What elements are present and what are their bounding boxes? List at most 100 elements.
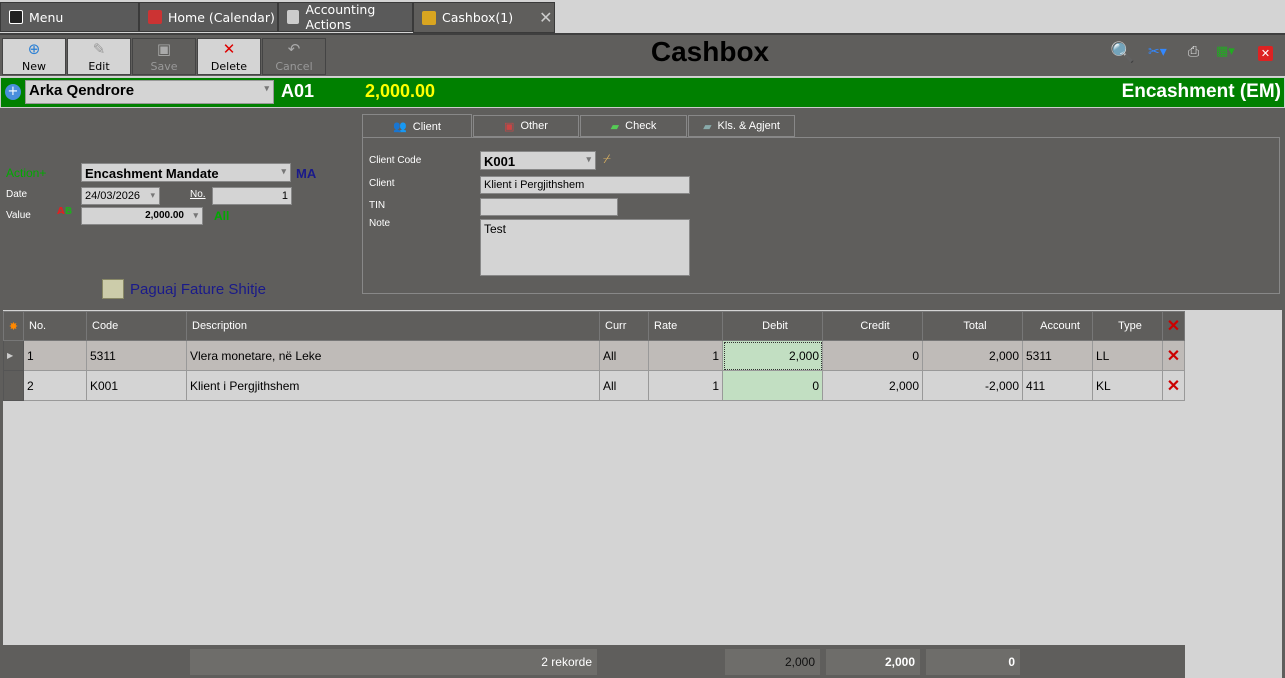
no-label: No. [190,189,206,200]
undo-icon: ↶ [287,40,301,58]
tab-check[interactable]: ▰ Check [580,115,687,137]
delete-row-icon[interactable]: ✕ [1162,340,1185,371]
ab-convert-icon[interactable]: AB [57,206,73,217]
col-account[interactable]: Account [1022,311,1093,341]
cell-total[interactable]: -2,000 [922,370,1023,401]
note-textarea[interactable]: Test [480,219,690,276]
action-label: Action+ [6,166,47,180]
client-code-label: Client Code [369,155,422,166]
delete-all-icon[interactable]: ✕ [1162,311,1185,341]
col-debit[interactable]: Debit [722,311,823,341]
cashbox-value: Arka Qendrore [29,82,135,99]
cell-curr[interactable]: All [599,340,649,371]
menu-icon [9,10,23,24]
cashbox-header: + Arka Qendrore A01 2,000.00 Encashment … [0,77,1285,108]
cell-code[interactable]: K001 [86,370,187,401]
grid-footer: 2 rekorde 2,000 2,000 0 [3,645,1185,678]
grid-header: ✸ No. Code Description Curr Rate Debit C… [3,311,1185,341]
client-label: Client [369,178,395,189]
close-tab-icon[interactable]: ✕ [539,8,553,27]
cell-no[interactable]: 2 [23,370,87,401]
tin-input[interactable] [480,198,618,216]
tab-cashbox[interactable]: Cashbox(1) ✕ [413,2,555,33]
tin-label: TIN [369,200,386,211]
cell-description[interactable]: Klient i Pergjithshem [186,370,600,401]
currency-label: All [214,209,230,223]
form-area [0,108,1285,310]
table-row[interactable]: ▶ 1 5311 Vlera monetare, në Leke All 1 2… [3,340,1185,371]
col-type[interactable]: Type [1092,311,1163,341]
accounting-icon [287,10,300,24]
tab-label: Check [625,120,657,132]
cell-credit[interactable]: 0 [822,340,923,371]
col-rate[interactable]: Rate [648,311,723,341]
date-picker[interactable]: 24/03/2026 [81,187,160,205]
cashbox-select[interactable]: Arka Qendrore [25,80,274,104]
cancel-button[interactable]: ↶ Cancel [262,38,326,75]
cell-debit[interactable]: 2,000 [722,340,823,371]
table-row[interactable]: 2 K001 Klient i Pergjithshem All 1 0 2,0… [3,370,1185,401]
col-description[interactable]: Description [186,311,600,341]
save-label: Save [150,60,178,73]
client-icon: 👥 [393,121,407,133]
add-cashbox-icon[interactable]: + [5,84,21,100]
action-select[interactable]: Encashment Mandate [81,163,291,182]
edit-label: Edit [88,60,110,73]
tab-label: Accounting Actions [305,2,376,32]
broom-clear-icon[interactable]: ⌿ [603,152,611,167]
excel-icon[interactable]: ▦▾ [1216,44,1235,59]
tab-client[interactable]: 👥 Client [362,114,472,138]
client-name-input[interactable]: Klient i Pergjithshem [480,176,690,194]
tab-label: Other [520,120,548,132]
cell-rate[interactable]: 1 [648,370,723,401]
value-input[interactable]: 2,000.00 [81,207,203,225]
search-icon[interactable]: 🔍 [1110,40,1135,64]
cell-code[interactable]: 5311 [86,340,187,371]
cell-curr[interactable]: All [599,370,649,401]
home-icon [148,10,162,24]
col-total[interactable]: Total [922,311,1023,341]
pay-invoice-link[interactable]: Paguaj Fature Shitje [130,281,266,298]
cell-total[interactable]: 2,000 [922,340,1023,371]
tab-accounting-actions[interactable]: Accounting Actions [278,2,413,32]
tab-label: Kls. & Agjent [717,120,780,132]
tab-kls-agjent[interactable]: ▰ Kls. & Agjent [688,115,795,137]
check-money-icon: ▰ [610,120,620,133]
col-credit[interactable]: Credit [822,311,923,341]
delete-button[interactable]: ✕ Delete [197,38,261,75]
tab-home[interactable]: Home (Calendar) [139,2,278,32]
cell-account[interactable]: 5311 [1022,340,1093,371]
cell-no[interactable]: 1 [23,340,87,371]
new-label: New [22,60,46,73]
cell-type[interactable]: LL [1092,340,1163,371]
no-input[interactable]: 1 [212,187,292,205]
delete-row-icon[interactable]: ✕ [1162,370,1185,401]
cell-account[interactable]: 411 [1022,370,1093,401]
client-code-select[interactable]: K001 [480,151,596,170]
footer-debit: 2,000 [725,649,820,675]
cell-type[interactable]: KL [1092,370,1163,401]
agent-icon: ▰ [703,120,712,133]
col-no[interactable]: No. [23,311,87,341]
page-title: Cashbox [650,36,770,67]
cell-credit[interactable]: 2,000 [822,370,923,401]
plus-circle-icon: ⊕ [27,40,41,58]
cell-description[interactable]: Vlera monetare, në Leke [186,340,600,371]
tab-menu[interactable]: Menu [0,2,139,32]
tools-icon[interactable]: ✂▾ [1148,44,1167,60]
col-code[interactable]: Code [86,311,187,341]
print-icon[interactable]: ⎙ [1188,44,1200,60]
save-button[interactable]: ▣ Save [132,38,196,75]
new-row-icon[interactable]: ✸ [3,311,24,341]
cell-rate[interactable]: 1 [648,340,723,371]
tab-label: Menu [29,9,64,25]
col-curr[interactable]: Curr [599,311,649,341]
tab-label: Cashbox(1) [442,10,514,25]
new-button[interactable]: ⊕ New [2,38,66,75]
cell-debit[interactable]: 0 [722,370,823,401]
edit-button[interactable]: ✎ Edit [67,38,131,75]
action-value: Encashment Mandate [85,166,219,181]
x-icon: ✕ [222,40,236,58]
close-icon[interactable]: ✕ [1258,46,1273,61]
tab-other[interactable]: ▣ Other [473,115,579,137]
